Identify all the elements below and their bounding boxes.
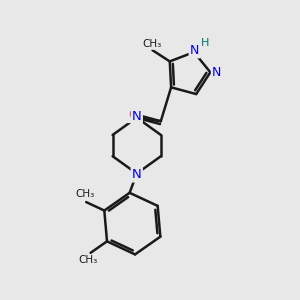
Text: H: H [201,38,209,48]
Text: N: N [132,110,142,123]
Text: CH₃: CH₃ [75,189,94,199]
Text: CH₃: CH₃ [143,39,162,49]
Text: CH₃: CH₃ [78,255,97,265]
Text: N: N [190,44,199,57]
Text: N: N [132,168,142,181]
Text: O: O [128,108,139,122]
Text: N: N [212,66,221,79]
